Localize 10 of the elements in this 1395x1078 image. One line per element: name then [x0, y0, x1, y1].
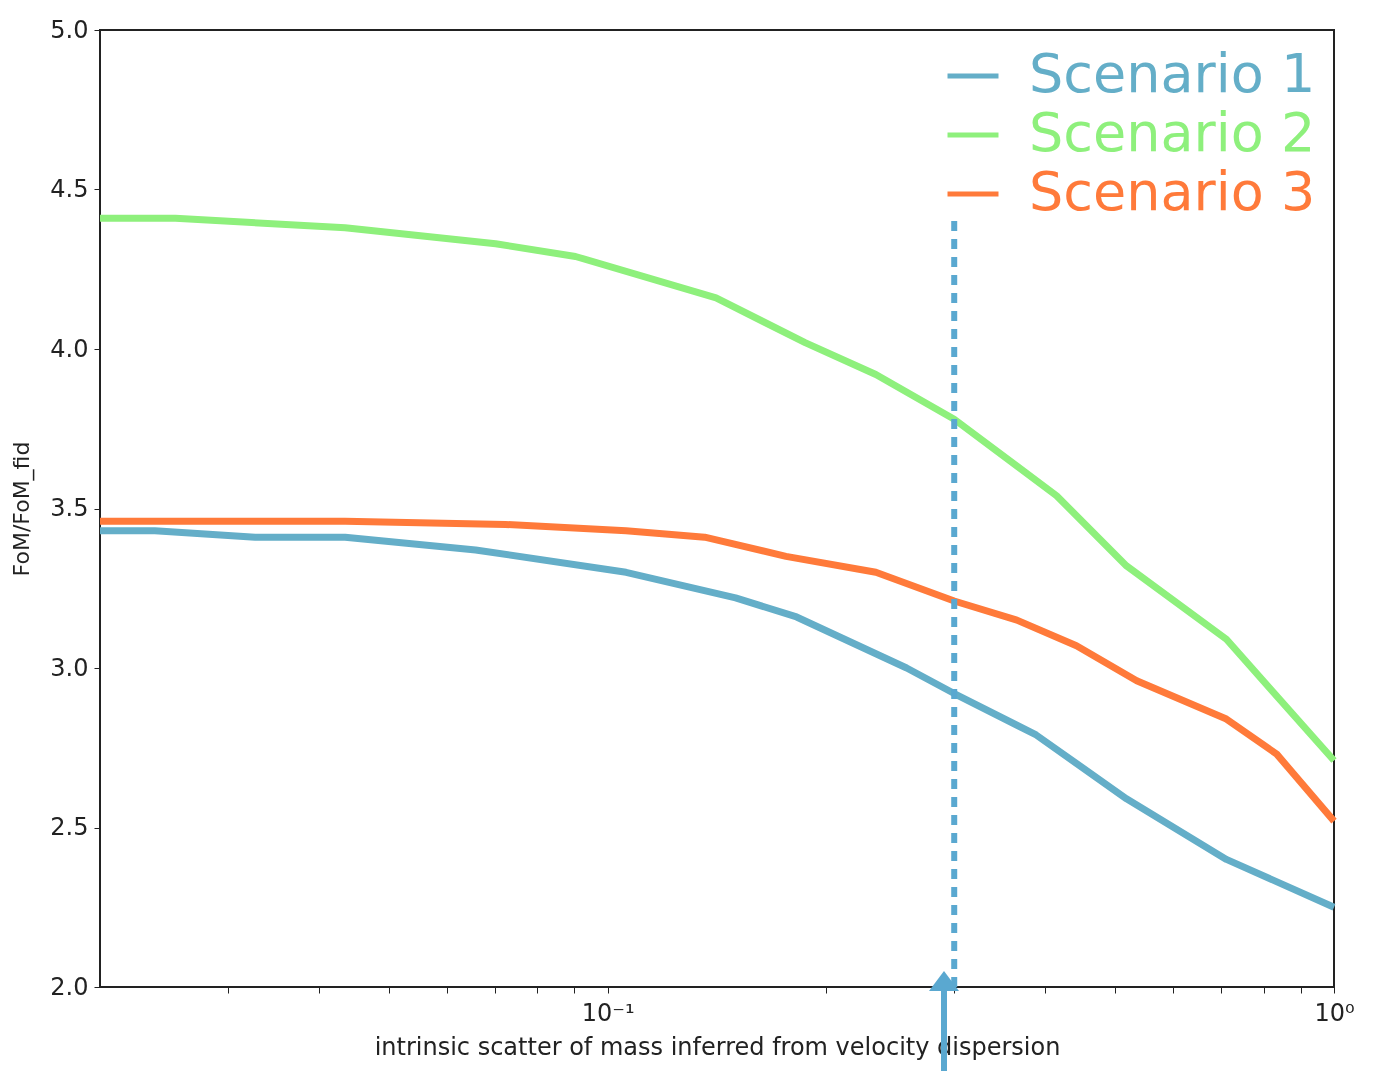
- y-tick-label: 2.5: [50, 813, 89, 841]
- y-axis-title: FoM/FoM_fid: [9, 441, 36, 577]
- x-tick-label: 10⁻¹: [581, 998, 635, 1027]
- y-tick-label: 3.5: [50, 494, 89, 522]
- y-tick-label: 5.0: [50, 15, 89, 44]
- y-tick-label: 4.5: [50, 175, 89, 203]
- y-tick-label: 4.0: [50, 334, 89, 363]
- x-tick-label: 10⁰: [1314, 998, 1355, 1027]
- y-tick-label: 2.0: [50, 972, 89, 1001]
- y-tick-label: 3.0: [50, 653, 89, 682]
